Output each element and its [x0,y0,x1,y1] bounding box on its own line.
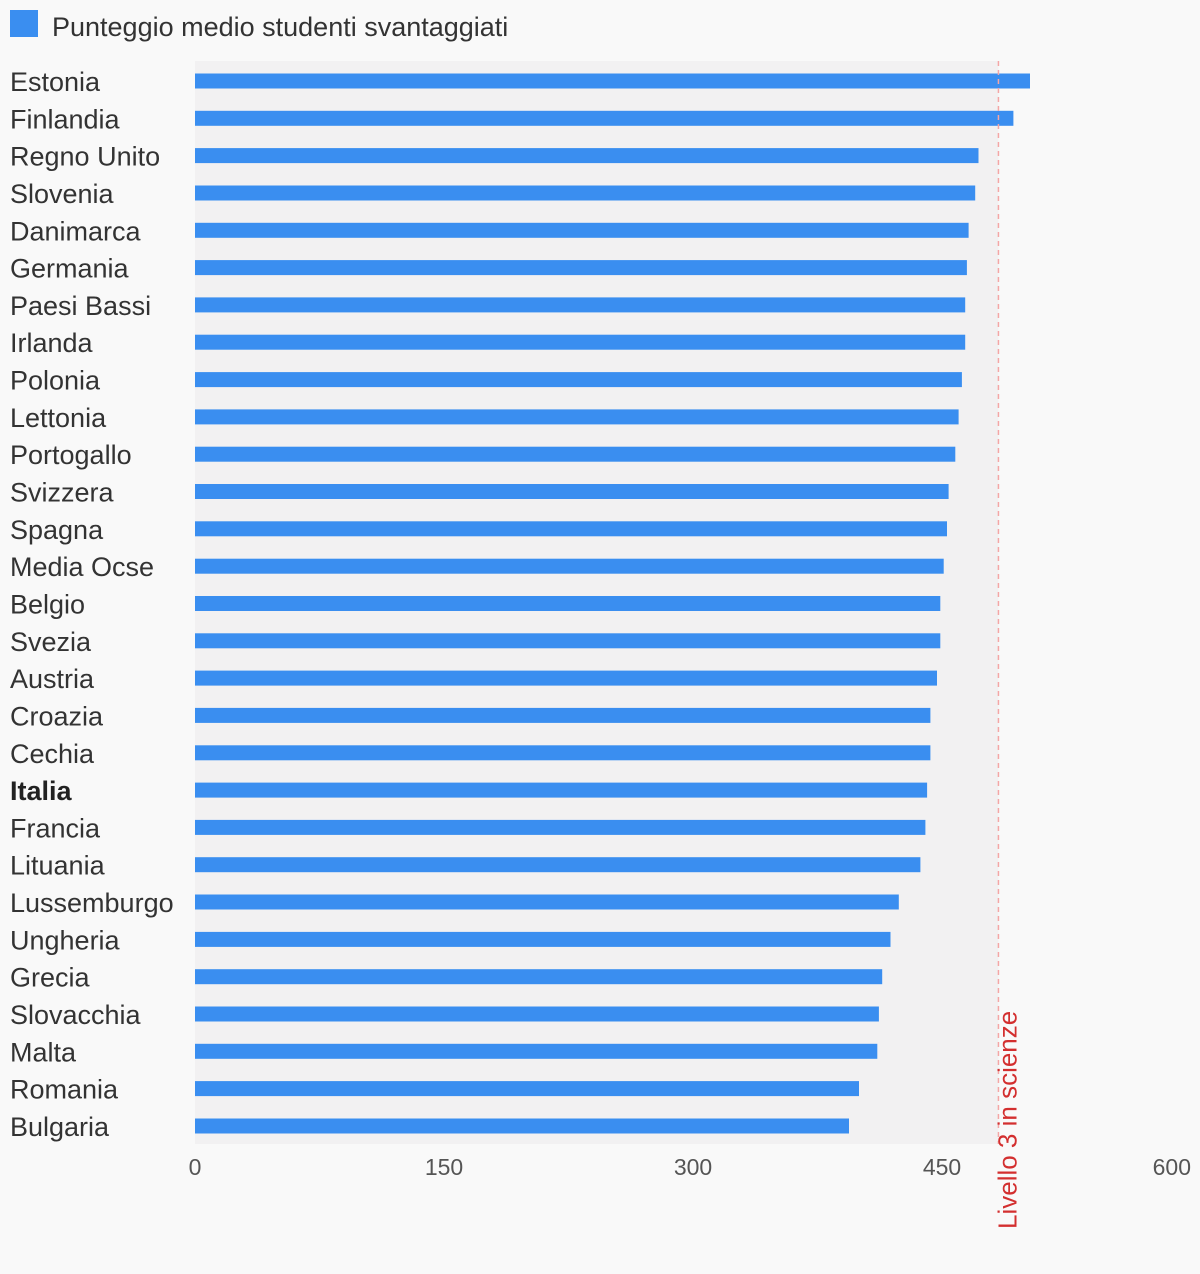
bar-spagna [195,521,947,537]
bar-bulgaria [195,1118,849,1134]
x-tick-label-0: 0 [189,1154,202,1180]
bar-slovacchia [195,1006,879,1022]
category-label-estonia: Estonia [10,67,101,97]
bar-croazia [195,707,931,723]
category-label-lussemburgo: Lussemburgo [10,888,174,918]
bar-ungheria [195,931,891,947]
bar-grecia [195,969,883,985]
legend-swatch [10,10,38,37]
category-label-portogallo: Portogallo [10,440,132,470]
bar-lettonia [195,409,959,425]
bar-regno-unito [195,148,979,164]
bar-germania [195,260,967,276]
category-label-lituania: Lituania [10,851,106,881]
category-label-finlandia: Finlandia [10,104,121,134]
category-label-grecia: Grecia [10,963,91,993]
category-label-croazia: Croazia [10,701,104,731]
category-label-regno-unito: Regno Unito [10,142,160,172]
x-tick-label-150: 150 [425,1154,463,1180]
category-label-cechia: Cechia [10,739,95,769]
reference-line-label: Livello 3 in scienze [992,1011,1022,1229]
bar-francia [195,819,926,835]
bar-slovenia [195,185,976,201]
category-label-irlanda: Irlanda [10,328,94,358]
category-label-lettonia: Lettonia [10,403,107,433]
category-label-slovenia: Slovenia [10,179,115,209]
x-axis-ticks: 0 150 300 450 600 [189,1154,1191,1180]
category-label-paesi-bassi: Paesi Bassi [10,291,151,321]
bar-irlanda [195,334,966,350]
category-label-italia: Italia [10,776,73,806]
legend: Punteggio medio studenti svantaggiati [10,10,508,42]
category-label-spagna: Spagna [10,515,104,545]
category-label-austria: Austria [10,664,95,694]
bar-italia [195,782,928,798]
x-tick-label-450: 450 [923,1154,961,1180]
bar-belgio [195,596,941,611]
category-label-media-ocse: Media Ocse [10,552,154,582]
bar-romania [195,1081,859,1097]
category-label-bulgaria: Bulgaria [10,1112,110,1142]
category-label-svizzera: Svizzera [10,478,115,508]
bar-paesi-bassi [195,297,966,313]
category-label-romania: Romania [10,1075,119,1105]
bar-danimarca [195,222,969,238]
category-label-danimarca: Danimarca [10,216,142,246]
bar-malta [195,1043,878,1059]
bar-polonia [195,372,962,388]
bar-lituania [195,857,921,873]
x-tick-label-600: 600 [1153,1154,1191,1180]
category-labels: Estonia Finlandia Regno Unito Slovenia Danim… [10,67,174,1142]
bar-austria [195,670,937,686]
category-label-slovacchia: Slovacchia [10,1000,142,1030]
bar-cechia [195,745,931,761]
category-label-germania: Germania [10,254,130,284]
legend-label: Punteggio medio studenti svantaggiati [52,12,508,42]
bars-group [195,73,1030,1134]
bar-finlandia [195,110,1014,126]
category-label-malta: Malta [10,1037,77,1067]
category-label-polonia: Polonia [10,366,101,396]
bar-svezia [195,633,941,649]
category-label-svezia: Svezia [10,627,92,657]
category-label-belgio: Belgio [10,590,85,620]
bar-portogallo [195,446,956,462]
category-label-ungheria: Ungheria [10,925,121,955]
bar-lussemburgo [195,894,899,910]
x-tick-label-300: 300 [674,1154,712,1180]
category-label-francia: Francia [10,813,101,843]
bar-svizzera [195,484,949,499]
bar-estonia [195,73,1030,89]
bar-media-ocse [195,558,944,574]
